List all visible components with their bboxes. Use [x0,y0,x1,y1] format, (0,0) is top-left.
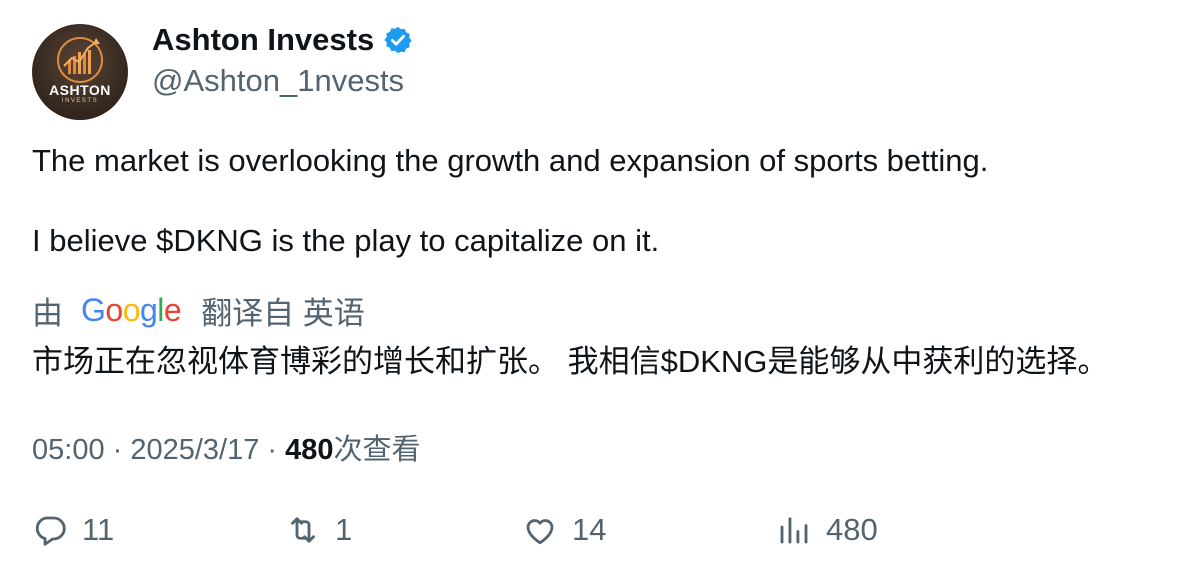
meta-separator-2: · [259,434,286,466]
chart-logo-icon [57,37,103,83]
tweet-text-line-2: I believe $DKNG is the play to capitaliz… [32,223,660,258]
like-button[interactable]: 14 [522,512,606,548]
like-count: 14 [572,512,607,547]
retweet-count: 1 [335,512,353,547]
google-logo: Google [81,292,182,328]
translation-prefix: 由 [32,296,63,331]
tweet-meta: 05:00 · 2025/3/17 · 480次查看 [32,426,421,468]
avatar-subtitle: INVESTS [61,98,99,104]
meta-separator-1: · [104,434,131,466]
verified-badge-icon [383,25,413,55]
avatar[interactable]: ASHTON INVESTS [32,24,128,120]
action-bar: 11 1 14 480 [32,512,1172,552]
heart-icon [526,519,554,545]
reply-button[interactable]: 11 [32,512,114,548]
display-name[interactable]: Ashton Invests [152,22,375,57]
views-label: 次查看 [333,434,421,466]
analytics-icon [780,517,808,544]
views-count: 480 [285,434,334,466]
views-action-count: 480 [826,512,878,547]
translation-suffix: 翻译自 英语 [201,296,365,331]
translated-text: 市场正在忽视体育博彩的增长和扩张。 我相信$DKNG是能够从中获利的选择。 [32,344,1109,379]
retweet-icon [291,517,315,543]
author-name-row: Ashton Invests [152,22,413,58]
tweet-text-line-1: The market is overlooking the growth and… [32,143,989,178]
avatar-title: ASHTON [49,82,111,98]
views-button[interactable]: 480 [776,512,878,548]
author-handle[interactable]: @Ashton_1nvests [152,63,405,98]
tweet-date[interactable]: 2025/3/17 [130,434,260,466]
tweet-time[interactable]: 05:00 [32,434,105,466]
retweet-button[interactable]: 1 [285,512,352,548]
reply-count: 11 [82,512,115,547]
reply-icon [35,516,66,546]
translation-attribution[interactable]: 由 Google 翻译自 英语 [32,288,365,333]
